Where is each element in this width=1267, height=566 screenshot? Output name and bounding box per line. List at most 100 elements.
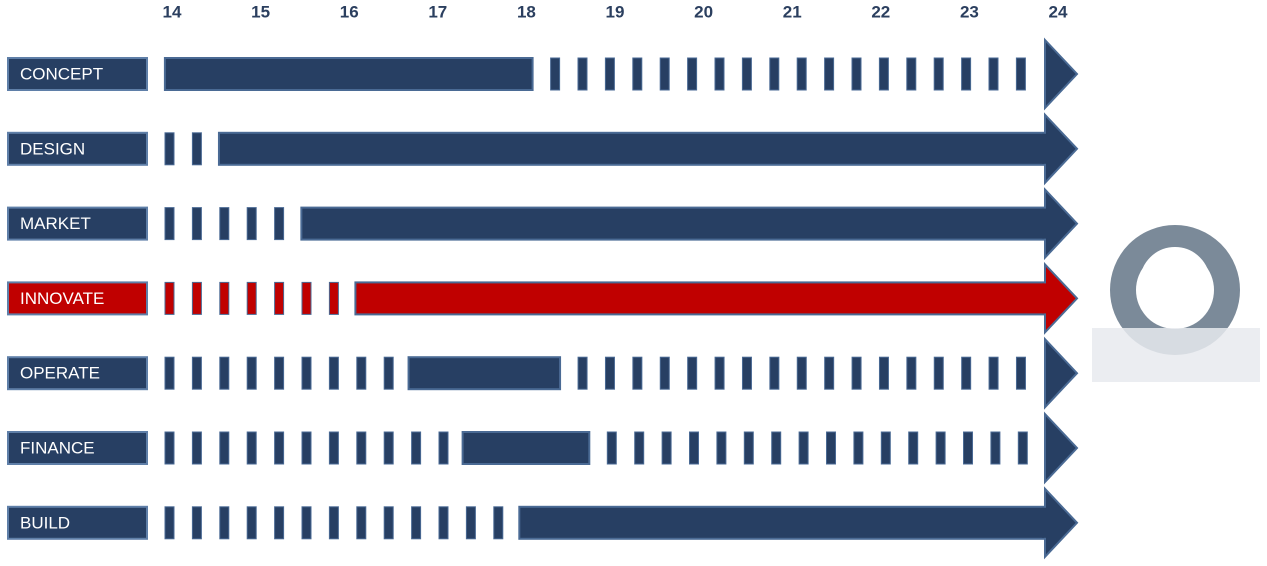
dash <box>246 356 257 390</box>
row-label: CONCEPT <box>20 64 103 83</box>
dash <box>328 506 339 540</box>
arrow-head <box>1044 187 1079 261</box>
dash <box>219 207 230 241</box>
year-label: 24 <box>1049 2 1068 21</box>
solid-bar <box>300 206 1046 241</box>
dash <box>328 356 339 390</box>
row-label-box <box>7 431 148 465</box>
dash <box>988 356 999 390</box>
dash <box>796 57 807 91</box>
dash <box>246 281 257 315</box>
dash <box>301 431 312 465</box>
arrow-join <box>1042 507 1048 538</box>
dash <box>604 57 615 91</box>
row-label: MARKET <box>20 214 91 233</box>
dash <box>164 356 175 390</box>
dash <box>826 431 837 465</box>
dash <box>356 431 367 465</box>
dash <box>824 57 835 91</box>
dash <box>933 356 944 390</box>
dash <box>164 281 175 315</box>
dash <box>743 431 754 465</box>
dash <box>383 356 394 390</box>
dash <box>577 57 588 91</box>
solid-bar <box>354 281 1047 316</box>
solid-bar <box>407 356 562 391</box>
row-label-box <box>7 131 148 166</box>
logo <box>1092 225 1260 382</box>
dash <box>274 207 285 241</box>
dash <box>687 57 698 91</box>
dash <box>438 431 449 465</box>
dash <box>301 356 312 390</box>
dash <box>191 356 202 390</box>
year-label: 22 <box>871 2 890 21</box>
dash <box>301 281 312 315</box>
dash <box>274 431 285 465</box>
dash <box>274 281 285 315</box>
dash <box>769 57 780 91</box>
dash <box>577 356 588 390</box>
dash <box>493 506 504 540</box>
dash <box>383 506 394 540</box>
dash <box>796 356 807 390</box>
dash <box>274 356 285 390</box>
dash <box>880 431 891 465</box>
dash <box>606 431 617 465</box>
dash <box>164 207 175 241</box>
dash <box>990 431 1001 465</box>
dash <box>661 431 672 465</box>
dash <box>164 431 175 465</box>
dash <box>383 431 394 465</box>
dash <box>191 132 202 166</box>
dash <box>1015 57 1026 91</box>
dash <box>191 281 202 315</box>
dash <box>438 506 449 540</box>
dash <box>634 431 645 465</box>
arrow-join <box>1042 283 1048 314</box>
dash <box>659 356 670 390</box>
dash <box>411 431 422 465</box>
year-label: 16 <box>340 2 359 21</box>
dash <box>411 506 422 540</box>
dash <box>164 506 175 540</box>
dash <box>191 207 202 241</box>
year-label: 23 <box>960 2 979 21</box>
arrow-head <box>1044 336 1079 410</box>
dash <box>851 356 862 390</box>
dash <box>632 356 643 390</box>
arrow-head <box>1044 486 1079 560</box>
dash <box>328 431 339 465</box>
dash <box>933 57 944 91</box>
dash <box>219 431 230 465</box>
dash <box>246 207 257 241</box>
dash <box>716 431 727 465</box>
arrow-head <box>1044 37 1079 111</box>
row-label: DESIGN <box>20 139 85 158</box>
dash <box>853 431 864 465</box>
row-label-box <box>7 57 148 91</box>
dash <box>988 57 999 91</box>
dash <box>219 356 230 390</box>
dash <box>769 356 780 390</box>
dash <box>632 57 643 91</box>
dash <box>164 132 175 166</box>
dash <box>219 281 230 315</box>
dash <box>824 356 835 390</box>
dash <box>935 431 946 465</box>
dash <box>771 431 782 465</box>
dash <box>328 281 339 315</box>
dash <box>246 506 257 540</box>
dash <box>741 356 752 390</box>
year-label: 18 <box>517 2 536 21</box>
solid-bar <box>461 431 591 465</box>
row-label: INNOVATE <box>20 289 104 308</box>
row-label-box <box>7 281 148 316</box>
dash <box>906 356 917 390</box>
year-label: 19 <box>606 2 625 21</box>
row-label-box <box>7 356 148 391</box>
row-label-box <box>7 206 148 241</box>
row-label: BUILD <box>20 513 70 532</box>
dash <box>465 506 476 540</box>
